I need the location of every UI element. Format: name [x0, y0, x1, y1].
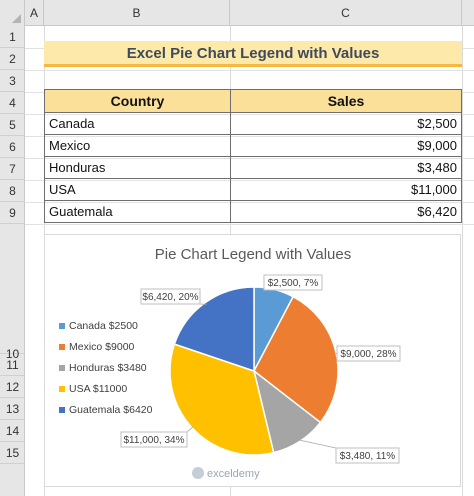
- table-cell-sales[interactable]: $2,500: [230, 112, 462, 135]
- table-cell-country[interactable]: Guatemala: [44, 200, 231, 223]
- watermark: exceldemy: [192, 467, 260, 480]
- legend-swatch: [59, 386, 65, 392]
- row-header-12[interactable]: 12: [0, 376, 25, 398]
- pie-chart-object[interactable]: Pie Chart Legend with Values $2,500, 7% $…: [44, 234, 461, 487]
- table-cell-sales[interactable]: $9,000: [230, 134, 462, 157]
- legend-swatch: [59, 407, 65, 413]
- data-label-box[interactable]: [263, 274, 323, 291]
- legend-swatch: [59, 323, 65, 329]
- table-cell-country[interactable]: USA: [44, 178, 231, 201]
- data-label-guatemala[interactable]: $6,420, 20%: [142, 292, 198, 303]
- row-header-13[interactable]: 13: [0, 398, 25, 420]
- grid-line: [25, 114, 474, 115]
- legend-entry-mexico[interactable]: Mexico $9000: [69, 341, 135, 353]
- table-cell-sales[interactable]: $6,420: [230, 200, 462, 223]
- column-header-bar: [0, 0, 474, 26]
- legend-swatch: [59, 344, 65, 350]
- data-label-box[interactable]: [336, 345, 401, 362]
- table-cell-sales[interactable]: $11,000: [230, 178, 462, 201]
- table-cell-country[interactable]: Honduras: [44, 156, 231, 179]
- table-header-country[interactable]: Country: [44, 89, 231, 113]
- pie-chart-svg: Pie Chart Legend with Values $2,500, 7%$…: [59, 246, 401, 480]
- sheet-title[interactable]: Excel Pie Chart Legend with Values: [44, 41, 462, 67]
- table-header-sales[interactable]: Sales: [230, 89, 462, 113]
- table-cell-country[interactable]: Canada: [44, 112, 231, 135]
- data-label-honduras[interactable]: $3,480, 11%: [340, 451, 396, 462]
- row-header-column: [0, 26, 25, 496]
- pie-slice-guatemala[interactable]: [173, 286, 255, 373]
- data-label-box[interactable]: [140, 288, 201, 305]
- watermark-text: exceldemy: [207, 468, 260, 480]
- chart-title[interactable]: Pie Chart Legend with Values: [155, 246, 352, 263]
- column-header-c[interactable]: C: [230, 0, 462, 26]
- row-header-6[interactable]: 6: [0, 136, 25, 158]
- row-header-10[interactable]: 10: [0, 224, 25, 361]
- select-all-corner[interactable]: [0, 0, 25, 26]
- row-header-9[interactable]: 9: [0, 202, 25, 224]
- grid-line: [462, 26, 463, 496]
- data-labels: $2,500, 7% $9,000, 28% $3,480, 11% $11,000,…: [120, 274, 401, 464]
- leader-line: [186, 425, 194, 433]
- leader-line: [298, 439, 337, 449]
- exceldemy-logo-icon: [192, 467, 204, 479]
- grid-line: [25, 224, 474, 225]
- row-header-11[interactable]: 11: [0, 354, 25, 376]
- grid-line: [25, 180, 474, 181]
- table-cell-country[interactable]: Mexico: [44, 134, 231, 157]
- data-label-box[interactable]: [335, 447, 400, 464]
- row-header-7[interactable]: 7: [0, 158, 25, 180]
- select-all-triangle-icon: [12, 14, 21, 23]
- legend-entry-guatemala[interactable]: Guatemala $6420: [69, 404, 153, 416]
- row-header-8[interactable]: 8: [0, 180, 25, 202]
- row-header-4[interactable]: 4: [0, 92, 25, 114]
- row-header-1[interactable]: 1: [0, 26, 25, 48]
- pie-slices: [169, 286, 339, 456]
- legend-swatch: [59, 365, 65, 371]
- grid-line: [25, 202, 474, 203]
- grid-line: [25, 136, 474, 137]
- data-label-mexico[interactable]: $9,000, 28%: [340, 349, 396, 360]
- legend-entry-canada[interactable]: Canada $2500: [69, 320, 138, 332]
- row-header-3[interactable]: 3: [0, 70, 25, 92]
- legend-entry-usa[interactable]: USA $11000: [69, 383, 127, 395]
- data-label-usa[interactable]: $11,000, 34%: [124, 435, 185, 446]
- leader-lines: [186, 290, 337, 449]
- grid-line: [25, 158, 474, 159]
- row-header-5[interactable]: 5: [0, 114, 25, 136]
- row-header-2[interactable]: 2: [0, 48, 25, 70]
- column-header-b[interactable]: B: [44, 0, 230, 26]
- legend-entry-honduras[interactable]: Honduras $3480: [69, 362, 147, 374]
- data-label-box[interactable]: [120, 431, 188, 448]
- column-header-a[interactable]: A: [25, 0, 44, 26]
- grid-line: [25, 70, 474, 71]
- row-header-15[interactable]: 15: [0, 442, 25, 464]
- table-cell-sales[interactable]: $3,480: [230, 156, 462, 179]
- row-header-14[interactable]: 14: [0, 420, 25, 442]
- chart-legend[interactable]: Canada $2500 Mexico $9000 Honduras $3480 US…: [59, 320, 153, 416]
- data-label-canada[interactable]: $2,500, 7%: [268, 278, 319, 289]
